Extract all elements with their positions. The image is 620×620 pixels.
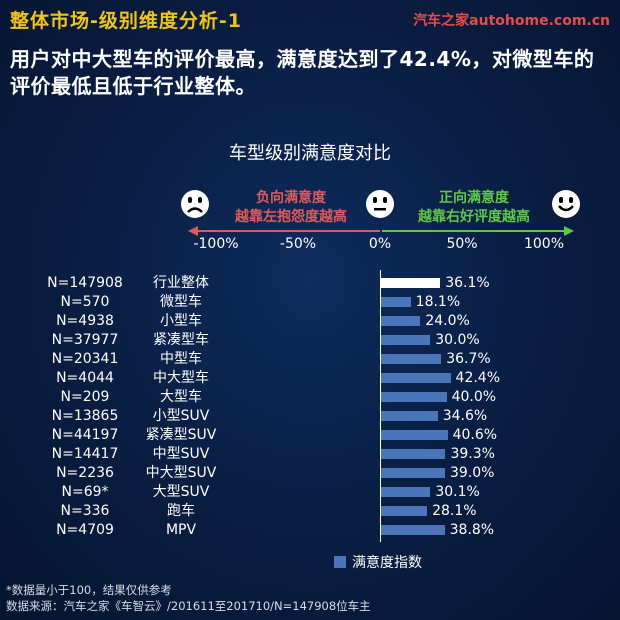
page-title: 整体市场-级别维度分析-1 <box>10 10 242 32</box>
bar <box>381 449 446 459</box>
x-tick-label: -50% <box>279 236 317 252</box>
bar-value-label: 18.1% <box>415 294 461 310</box>
brand-logo-text: 汽车之家autohome.com.cn <box>413 13 610 29</box>
sample-size-label: N=147908 <box>47 275 123 291</box>
category-label: 大型SUV <box>152 484 210 500</box>
headline: 用户对中大型车的评价最高，满意度达到了42.4%，对微型车的评价最低且低于行业整… <box>10 47 595 98</box>
chart-title: 车型级别满意度对比 <box>229 143 391 164</box>
bar <box>381 278 441 288</box>
neutral-face-icon <box>366 190 394 218</box>
bar <box>381 335 431 345</box>
bar <box>381 411 438 421</box>
positive-scale-title: 正向满意度 <box>439 190 509 206</box>
category-label: 跑车 <box>167 503 195 519</box>
sample-size-label: N=37977 <box>51 332 119 348</box>
legend-swatch <box>334 556 346 568</box>
bar-value-label: 36.1% <box>445 275 490 291</box>
sample-size-label: N=209 <box>60 389 110 405</box>
bar <box>381 525 445 535</box>
sample-size-label: N=4709 <box>56 522 114 538</box>
bar <box>381 392 447 402</box>
category-label: 小型SUV <box>152 408 210 424</box>
bar-value-label: 34.6% <box>442 408 488 424</box>
category-label: 紧凑型SUV <box>145 427 217 443</box>
category-label: 大型车 <box>160 389 202 405</box>
bar <box>381 468 445 478</box>
bar <box>381 316 421 326</box>
category-label: 中型SUV <box>152 446 210 462</box>
bar-value-label: 38.8% <box>449 522 495 538</box>
bar <box>381 297 411 307</box>
bar-value-label: 39.3% <box>450 446 495 462</box>
category-label: 紧凑型车 <box>153 332 209 348</box>
sample-size-label: N=570 <box>60 294 110 310</box>
bar-value-label: 36.7% <box>446 351 491 367</box>
category-label: MPV <box>165 522 197 538</box>
bar-value-label: 40.0% <box>451 389 497 405</box>
x-tick-label: -100% <box>193 236 239 252</box>
footnote-sample-note: *数据量小于100，结果仅供参考 <box>6 583 172 597</box>
happy-face-icon <box>552 190 580 218</box>
bar <box>381 430 448 440</box>
x-tick-label: 50% <box>446 236 478 252</box>
bar <box>381 354 442 364</box>
footnote-source: 数据来源：汽车之家《车智云》/201611至201710/N=147908位车主 <box>6 599 371 613</box>
bar-value-label: 30.1% <box>435 484 480 500</box>
sentiment-axis-arrows <box>188 226 574 236</box>
x-tick-label: 100% <box>523 236 565 252</box>
bar <box>381 506 428 516</box>
sample-size-label: N=14417 <box>51 446 119 462</box>
zero-axis-line <box>380 270 381 542</box>
bar-value-label: 28.1% <box>432 503 477 519</box>
bar-value-label: 39.0% <box>449 465 495 481</box>
sample-size-label: N=20341 <box>51 351 119 367</box>
sample-size-label: N=44197 <box>51 427 119 443</box>
category-label: 微型车 <box>160 294 202 310</box>
category-label: 中型车 <box>160 351 202 367</box>
category-label: 行业整体 <box>153 275 209 291</box>
sample-size-label: N=69* <box>61 484 109 500</box>
negative-scale-label: 负向满意度 越靠左抱怨度越高 <box>216 189 366 227</box>
sample-size-label: N=4938 <box>56 313 114 329</box>
bar <box>381 487 431 497</box>
bar <box>381 373 451 383</box>
bar-value-label: 30.0% <box>435 332 480 348</box>
category-label: 中大型车 <box>153 370 209 386</box>
positive-scale-desc: 越靠右好评度越高 <box>418 209 530 225</box>
sample-size-label: N=2236 <box>56 465 114 481</box>
bar-value-label: 24.0% <box>425 313 470 329</box>
negative-scale-title: 负向满意度 <box>256 190 326 206</box>
x-tick-label: 0% <box>368 236 392 252</box>
sad-face-icon <box>181 190 209 218</box>
category-label: 小型车 <box>160 313 202 329</box>
positive-scale-label: 正向满意度 越靠右好评度越高 <box>404 189 544 227</box>
sample-size-label: N=4044 <box>56 370 114 386</box>
category-label: 中大型SUV <box>145 465 217 481</box>
sample-size-label: N=336 <box>60 503 110 519</box>
sample-size-label: N=13865 <box>51 408 119 424</box>
bar-value-label: 42.4% <box>455 370 501 386</box>
bar-value-label: 40.6% <box>452 427 498 443</box>
negative-scale-desc: 越靠左抱怨度越高 <box>235 209 347 225</box>
legend-label: 满意度指数 <box>352 555 422 571</box>
